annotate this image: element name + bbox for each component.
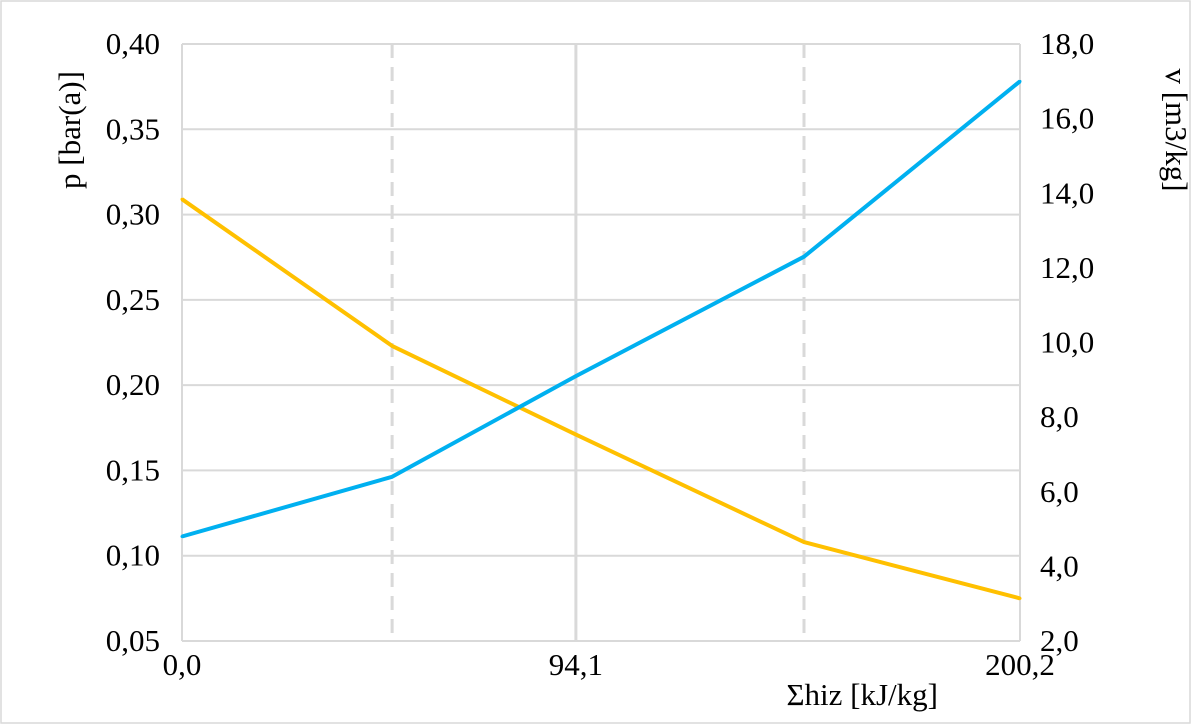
y-tick-label-left: 0,10 [106,538,160,573]
grid-layer [182,43,1020,642]
y-tick-label-right: 4,0 [1040,548,1079,583]
series-point-2 [1018,79,1022,83]
y-tick-label-right: 16,0 [1040,101,1094,136]
y-tick-label-right: 12,0 [1040,250,1094,285]
x-tick-label: 200,2 [985,647,1055,682]
series-point-1 [390,344,394,348]
x-tick-label: 0,0 [163,647,202,682]
y-tick-label-left: 0,35 [106,111,160,146]
y-axis-title-right: v [m3/kg] [1159,68,1191,191]
x-tick-label: 94,1 [549,647,603,682]
series-layer [180,79,1022,601]
series-point-1 [180,197,184,201]
series-point-2 [180,535,184,539]
y-tick-label-left: 0,15 [106,452,160,487]
series-point-1 [1018,596,1022,600]
y-tick-label-right: 18,0 [1040,26,1094,61]
y-tick-label-left: 0,20 [106,367,160,402]
series-point-1 [574,433,578,437]
series-point-2 [390,475,394,479]
y-tick-label-right: 8,0 [1040,399,1079,434]
x-axis-title: Σhiz [kJ/kg] [787,677,939,712]
series-point-2 [802,255,806,259]
y-tick-label-right: 2,0 [1040,623,1079,658]
y-axis-title-left: p [bar(a)] [52,71,87,189]
series-point-2 [574,374,578,378]
series-point-1 [802,540,806,544]
y-tick-label-right: 14,0 [1040,175,1094,210]
y-tick-label-left: 0,05 [106,623,160,658]
y-tick-label-left: 0,40 [106,26,160,61]
y-tick-label-right: 6,0 [1040,474,1079,509]
label-layer: p [bar(a)] v [m3/kg] Σhiz [kJ/kg] 0,050,… [52,26,1191,712]
y-tick-label-right: 10,0 [1040,325,1094,360]
y-tick-label-left: 0,30 [106,197,160,232]
y-tick-label-left: 0,25 [106,282,160,317]
axis-layer [181,44,1021,641]
